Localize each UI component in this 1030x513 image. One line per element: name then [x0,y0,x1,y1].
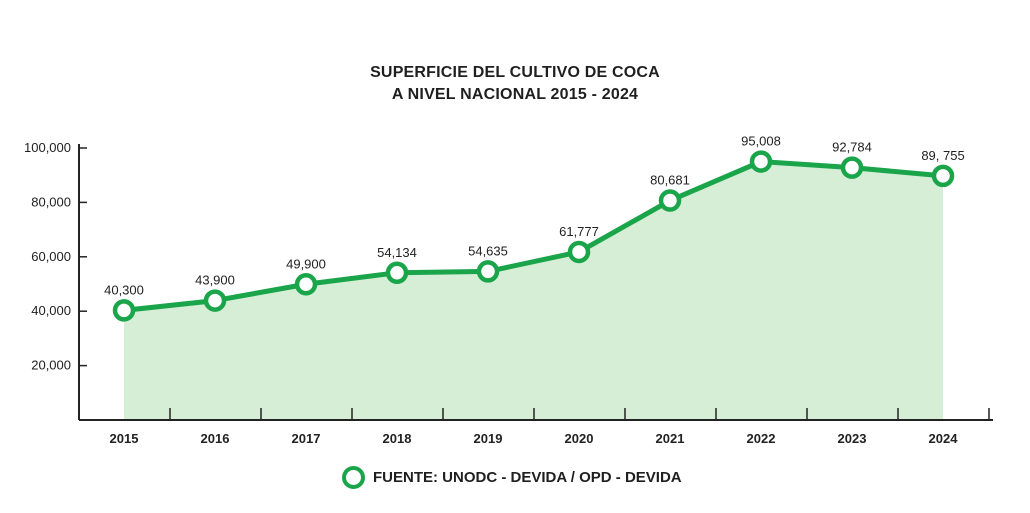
x-tick-label: 2018 [383,431,412,446]
legend-marker-icon [342,466,365,489]
x-tick-label: 2021 [656,431,685,446]
data-label: 80,681 [650,173,690,188]
data-label: 95,008 [741,134,781,149]
x-tick-label: 2024 [929,431,959,446]
data-point [203,289,227,312]
x-tick-label: 2022 [747,431,776,446]
data-label: 92,784 [832,140,872,155]
y-tick-label: 60,000 [31,249,71,264]
data-point [385,261,409,285]
data-point [931,164,955,188]
data-point [112,299,136,322]
data-label: 49,900 [286,256,326,271]
y-tick-label: 80,000 [31,194,71,209]
chart-title: SUPERFICIE DEL CULTIVO DE COCA A NIVEL N… [0,62,1030,106]
data-label: 43,900 [195,273,235,288]
x-tick-label: 2023 [838,431,867,446]
chart-title-line-2: A NIVEL NACIONAL 2015 - 2024 [391,86,639,103]
data-point [749,150,773,173]
x-tick-label: 2016 [201,431,230,446]
data-label: 89, 755 [921,148,964,163]
y-tick-label: 20,000 [31,358,71,373]
x-tick-label: 2020 [565,431,594,446]
data-label: 61,777 [559,224,599,239]
data-label: 40,300 [104,282,144,297]
data-point [658,189,682,212]
data-point [476,260,500,283]
data-label: 54,134 [377,245,417,260]
data-point [567,240,591,264]
y-tick-label: 100,000 [24,140,71,155]
chart-title-line-1: SUPERFICIE DEL CULTIVO DE COCA [370,64,660,81]
x-tick-label: 2019 [474,431,503,446]
legend-label: FUENTE: UNODC - DEVIDA / OPD - DEVIDA [373,469,682,486]
data-point [294,273,318,296]
x-tick-label: 2015 [110,431,139,446]
legend: FUENTE: UNODC - DEVIDA / OPD - DEVIDA [342,466,682,489]
x-tick-label: 2017 [292,431,321,446]
y-tick-label: 40,000 [31,303,71,318]
series-line [121,159,946,313]
data-point [840,156,864,179]
area-fill [124,161,943,420]
data-label: 54,635 [468,243,508,258]
